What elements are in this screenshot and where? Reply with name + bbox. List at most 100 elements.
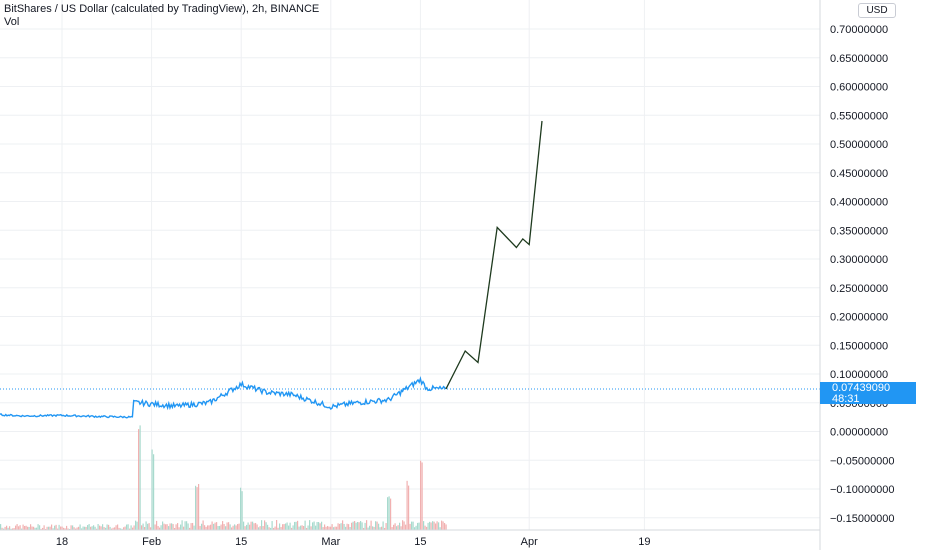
volume-bar (274, 526, 276, 530)
volume-bar (343, 523, 345, 530)
volume-bar (211, 521, 213, 530)
volume-bar (171, 523, 173, 530)
volume-bar (429, 521, 431, 530)
volume-bar (435, 523, 437, 530)
volume-bar (310, 526, 312, 530)
volume-bar (354, 521, 356, 530)
volume-bar (264, 520, 266, 530)
volume-bar (31, 526, 33, 530)
volume-bar (120, 528, 122, 530)
volume-bar (4, 526, 6, 530)
volume-bar (10, 528, 12, 530)
currency-selector[interactable]: USD (858, 3, 896, 18)
volume-bar (54, 525, 56, 530)
volume-bar (33, 526, 35, 530)
volume-bar (76, 527, 78, 530)
volume-bar (427, 522, 429, 530)
volume-bar (346, 523, 348, 530)
volume-bar (345, 526, 347, 530)
volume-bar (265, 522, 267, 530)
volume-bar (267, 524, 269, 530)
volume-bar (364, 522, 366, 530)
volume-bar (340, 523, 342, 530)
volume-bar (75, 528, 77, 530)
volume-bar (151, 449, 153, 530)
volume-bar (442, 521, 444, 530)
volume-bar (196, 487, 198, 530)
volume-bar (111, 528, 113, 530)
volume-bar (162, 521, 164, 530)
volume-bar (114, 527, 116, 530)
volume-bar (280, 527, 282, 530)
volume-bar (403, 521, 405, 530)
volume-bar (121, 528, 123, 530)
volume-bar (282, 524, 284, 530)
volume-bar (46, 526, 48, 530)
volume-bar (393, 524, 395, 530)
volume-bar (61, 526, 63, 530)
volume-bar (207, 525, 209, 530)
volume-bar (67, 528, 69, 530)
volume-bar (297, 520, 299, 530)
volume-bar (285, 523, 287, 530)
y-tick-label: 0.50000000 (830, 139, 888, 151)
volume-bar (339, 523, 341, 530)
volume-bar (112, 527, 114, 530)
volume-bar (247, 522, 249, 530)
volume-bar (208, 525, 210, 530)
volume-bar (205, 526, 207, 530)
volume-bar (415, 525, 417, 530)
volume-bar (231, 527, 233, 530)
volume-bar (412, 521, 414, 530)
y-tick-label: 0.55000000 (830, 110, 888, 122)
volume-bar (277, 527, 279, 530)
volume-bar (136, 521, 138, 530)
volume-bar (249, 524, 251, 530)
volume-bar (438, 522, 440, 530)
volume-bar (391, 527, 393, 530)
volume-bar (361, 522, 363, 530)
volume-bar (22, 524, 24, 530)
volume-bar (378, 523, 380, 530)
volume-bar (81, 528, 83, 530)
volume-bar (126, 524, 128, 530)
volume-bar (372, 526, 374, 530)
volume-bar (367, 527, 369, 530)
volume-bar (201, 523, 203, 530)
volume-bar (166, 524, 168, 530)
volume-bar (141, 525, 143, 530)
volume-bar (253, 523, 255, 530)
volume-bar (90, 526, 92, 530)
volume-bar (445, 524, 447, 530)
volume-bar (148, 523, 150, 530)
volume-bar (432, 521, 434, 530)
volume-bar (216, 522, 218, 530)
volume-bar (1, 527, 3, 530)
volume-bar (322, 527, 324, 530)
volume-bar (57, 528, 59, 530)
volume-bar (271, 521, 273, 530)
volume-bar (336, 526, 338, 530)
volume-label: Vol (4, 16, 20, 28)
x-tick-label: Feb (142, 536, 161, 548)
volume-bar (319, 523, 321, 530)
volume-bar (220, 524, 222, 530)
volume-bar (228, 522, 230, 530)
volume-bar (123, 527, 125, 530)
volume-bar (237, 524, 239, 530)
volume-bar (78, 526, 80, 530)
volume-bar (421, 462, 423, 530)
volume-bar (375, 521, 377, 530)
volume-bar (219, 525, 221, 530)
volume-bar (94, 526, 96, 530)
volume-bar (381, 526, 383, 530)
volume-bar (187, 523, 189, 530)
x-tick-label: Mar (321, 536, 340, 548)
volume-bar (420, 460, 422, 530)
volume-bar (214, 522, 216, 530)
volume-bar (193, 525, 195, 530)
symbol-title: BitShares / US Dollar (calculated by Tra… (4, 3, 320, 15)
y-tick-label: −0.15000000 (830, 513, 895, 525)
